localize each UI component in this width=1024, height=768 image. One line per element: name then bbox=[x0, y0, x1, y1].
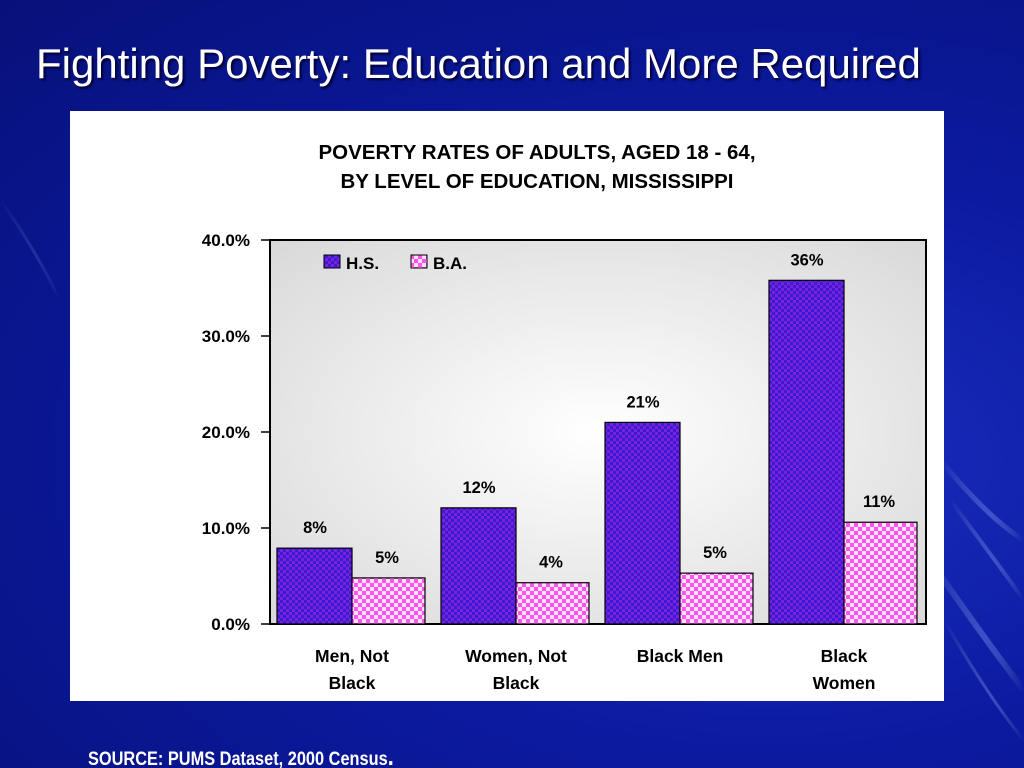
y-tick-label: 10.0% bbox=[202, 519, 250, 538]
data-label-hs: 36% bbox=[790, 251, 823, 269]
legend-swatch-hs bbox=[323, 254, 341, 269]
y-axis: 0.0% 10.0% 20.0% 30.0% 40.0% bbox=[202, 231, 270, 634]
bar-ba bbox=[515, 582, 590, 625]
source-period: . bbox=[387, 741, 394, 768]
bar-ba bbox=[351, 577, 426, 625]
data-label-hs: 21% bbox=[626, 393, 659, 411]
bar-series: 8% 5% 12% 4% 21% 5% 36% 11% bbox=[276, 251, 918, 625]
source-text: SOURCE: PUMS Dataset, 2000 Census bbox=[88, 749, 388, 768]
y-tick-label: 20.0% bbox=[202, 423, 250, 442]
x-category-label: Men, Not bbox=[315, 646, 389, 666]
x-category-label: Women, Not bbox=[465, 646, 567, 666]
x-category-label: Black bbox=[493, 673, 540, 693]
y-tick-label: 0.0% bbox=[211, 615, 250, 634]
x-axis-labels: Men, Not Black Women, Not Black Black Men Bla… bbox=[315, 646, 875, 693]
y-tick-label: 30.0% bbox=[202, 327, 250, 346]
data-label-ba: 5% bbox=[703, 544, 727, 562]
legend-swatch-ba bbox=[410, 254, 428, 269]
data-label-ba: 5% bbox=[375, 549, 399, 567]
legend-label-ba: B.A. bbox=[433, 254, 467, 273]
x-category-label: Black bbox=[821, 646, 868, 666]
chart-title-line-1: POVERTY RATES OF ADULTS, AGED 18 - 64, bbox=[318, 141, 755, 164]
data-label-ba: 4% bbox=[539, 554, 563, 572]
y-tick-label: 40.0% bbox=[202, 231, 250, 250]
bar-ba bbox=[679, 572, 754, 625]
slide-title: Fighting Poverty: Education and More Req… bbox=[36, 40, 921, 87]
bar-hs bbox=[604, 421, 681, 625]
legend: H.S. B.A. bbox=[323, 254, 467, 273]
x-category-label: Black bbox=[329, 673, 376, 693]
chart-panel: POVERTY RATES OF ADULTS, AGED 18 - 64, B… bbox=[70, 111, 944, 701]
legend-label-hs: H.S. bbox=[346, 254, 379, 273]
data-label-hs: 12% bbox=[462, 479, 495, 497]
source-note: SOURCE: PUMS Dataset, 2000 Census. bbox=[88, 741, 394, 768]
data-label-ba: 11% bbox=[863, 493, 895, 511]
x-category-label: Women bbox=[813, 673, 876, 693]
x-category-label: Black Men bbox=[637, 646, 724, 666]
bar-hs bbox=[276, 547, 353, 625]
bar-hs bbox=[768, 279, 845, 625]
bar-hs bbox=[440, 507, 517, 625]
chart-title-line-2: BY LEVEL OF EDUCATION, MISSISSIPPI bbox=[341, 170, 734, 193]
poverty-bar-chart: POVERTY RATES OF ADULTS, AGED 18 - 64, B… bbox=[202, 141, 927, 693]
bar-ba bbox=[843, 521, 918, 625]
data-label-hs: 8% bbox=[303, 519, 327, 537]
